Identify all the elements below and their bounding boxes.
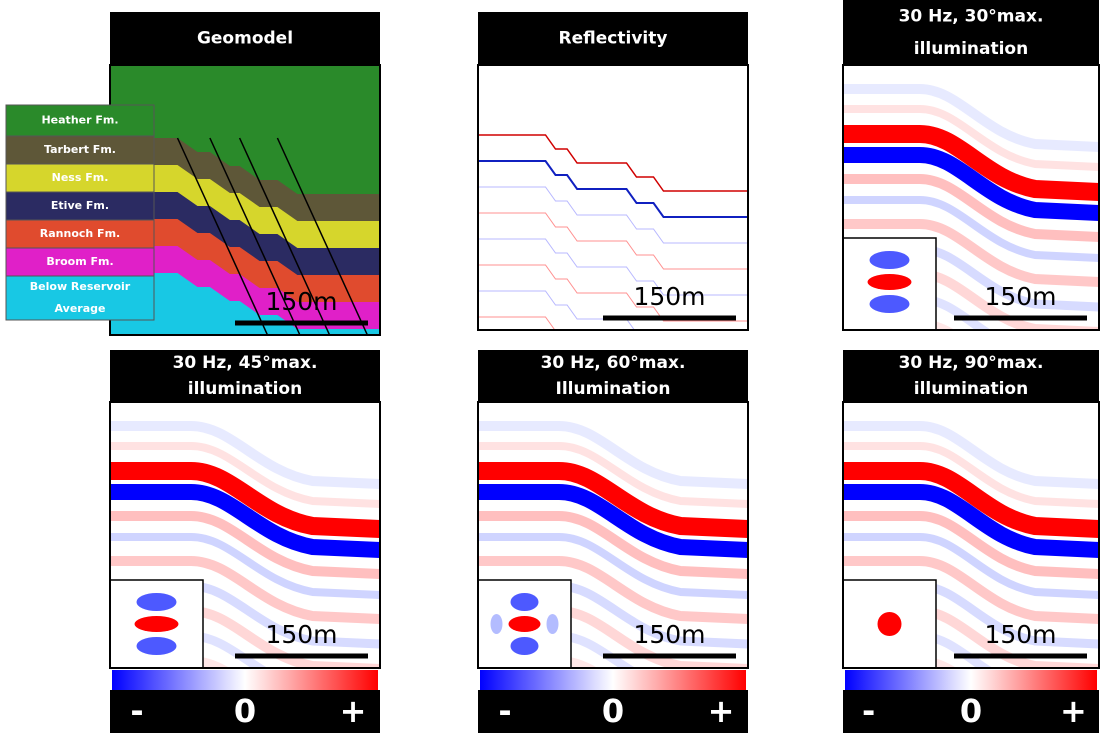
panel-title: Geomodel [197, 29, 293, 49]
colorbar [480, 670, 746, 690]
legend-label: Tarbert Fm. [44, 143, 116, 156]
panel-title: Reflectivity [559, 29, 668, 49]
psf-lobe [511, 593, 539, 611]
legend-label: Below Reservoir [30, 280, 131, 293]
scale-label: 150m [633, 282, 705, 311]
panel-title: illumination [914, 379, 1028, 399]
image-bg [478, 65, 748, 330]
panel-title: illumination [188, 379, 302, 399]
psf-center [868, 274, 912, 290]
colorbar [845, 670, 1097, 690]
psf-center [509, 616, 541, 632]
panel-title: illumination [914, 39, 1028, 59]
psf-lobe [870, 251, 910, 269]
scale-label: 150m [984, 282, 1056, 311]
scale-label: 150m [984, 620, 1056, 649]
colorbar-label: - [498, 692, 511, 730]
panel-title: 30 Hz, 60°max. [541, 353, 686, 373]
psf-lobe [491, 614, 503, 634]
psf-lobe [511, 637, 539, 655]
legend-label: Etive Fm. [51, 199, 109, 212]
panel-title: 30 Hz, 30°max. [899, 6, 1044, 26]
scale-label: 150m [265, 287, 337, 316]
legend-label: Heather Fm. [41, 114, 118, 127]
scale-label: 150m [265, 620, 337, 649]
panel-title: 30 Hz, 45°max. [173, 353, 318, 373]
colorbar-label: + [340, 692, 367, 730]
scale-label: 150m [633, 620, 705, 649]
colorbar-label: - [862, 692, 875, 730]
psf-center [878, 612, 902, 636]
legend-label: Rannoch Fm. [40, 227, 120, 240]
panel-title: 30 Hz, 90°max. [899, 353, 1044, 373]
panel-title: Illumination [556, 379, 671, 399]
colorbar-label: + [708, 692, 735, 730]
legend-label: Average [55, 302, 106, 315]
psf-lobe [870, 295, 910, 313]
panel-image [843, 65, 1099, 382]
colorbar-label: 0 [960, 692, 982, 730]
legend-label: Ness Fm. [52, 171, 109, 184]
panel-image [478, 65, 748, 373]
colorbar [112, 670, 378, 690]
figure: Geomodel 150m Reflectivity 150m 30 Hz, 30°ma… [0, 0, 1101, 733]
colorbar-label: - [130, 692, 143, 730]
colorbar-label: 0 [234, 692, 256, 730]
colorbar-label: + [1060, 692, 1087, 730]
colorbar-label: 0 [602, 692, 624, 730]
psf-lobe [547, 614, 559, 634]
psf-center [135, 616, 179, 632]
legend-label: Broom Fm. [46, 255, 113, 268]
psf-lobe [137, 593, 177, 611]
psf-lobe [137, 637, 177, 655]
